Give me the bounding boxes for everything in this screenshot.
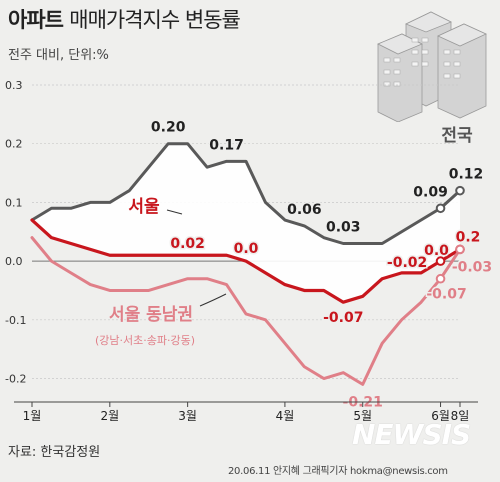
apartment-buildings-icon	[377, 11, 487, 122]
y-tick-label: -0.2	[5, 373, 26, 386]
y-tick-label: 0.3	[5, 79, 23, 92]
southeast-series-label: 서울 동남권	[109, 305, 193, 325]
national-data-label: 0.12	[449, 167, 484, 183]
chart-title: 아파트 매매가격지수 변동률	[8, 4, 241, 34]
national-end-marker	[435, 203, 446, 214]
national-seoul-gap-fill	[32, 143, 460, 303]
national-end-marker	[455, 185, 465, 196]
x-tick-label: 2월	[100, 409, 119, 423]
national-data-label: 0.17	[209, 137, 244, 153]
national-data-label: 0.03	[326, 220, 361, 236]
x-tick-label: 5월	[353, 409, 372, 423]
seoul-data-label: -0.07	[323, 310, 363, 326]
chart-subtitle: 전주 대비, 단위:%	[8, 48, 109, 63]
seoul-leader-line	[166, 209, 183, 215]
credit-line: 20.06.11 안지혜 그래픽기자 hokma@newsis.com	[228, 466, 448, 477]
southeast-data-label: -0.07	[426, 287, 466, 303]
x-tick-label: 6월	[431, 409, 450, 423]
southeast-end-marker	[455, 244, 465, 255]
x-tick-label: 8일	[451, 409, 470, 423]
seoul-series-label: 서울	[128, 197, 160, 217]
source-note: 자료: 한국감정원	[8, 445, 101, 460]
national-data-label: 0.06	[287, 202, 322, 218]
x-tick-label: 1월	[23, 409, 42, 423]
national-data-label: 0.20	[151, 120, 186, 136]
southeast-leader-line	[199, 293, 227, 307]
seoul-data-label: 0.02	[170, 236, 205, 252]
southeast-data-label: -0.03	[452, 259, 492, 275]
title-bold: 아파트	[8, 8, 64, 32]
title-rest: 매매가격지수 변동률	[69, 8, 241, 32]
seoul-data-label: -0.02	[387, 255, 427, 271]
x-tick-label: 4월	[276, 409, 295, 423]
southeast-series-sublabel: (강남·서초·송파·강동)	[95, 334, 195, 347]
y-tick-label: 0.1	[5, 196, 23, 209]
national-data-label: 0.09	[413, 184, 448, 200]
x-tick-label: 3월	[178, 409, 197, 423]
y-tick-label: 0.2	[5, 138, 23, 151]
seoul-end-marker	[435, 256, 446, 266]
newsis-logo: NEWSIS	[352, 418, 471, 451]
seoul-data-label: 0.0	[424, 243, 449, 259]
y-tick-label: 0.0	[5, 255, 23, 268]
southeast-end-marker	[435, 273, 446, 284]
seoul-data-label: 0.0	[234, 241, 259, 257]
national-series-label: 전국	[441, 126, 473, 146]
seoul-data-label: 0.2	[456, 229, 481, 245]
y-tick-label: -0.1	[5, 314, 26, 327]
